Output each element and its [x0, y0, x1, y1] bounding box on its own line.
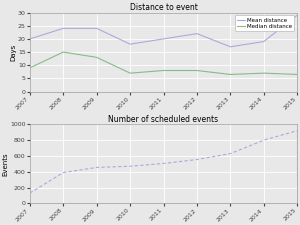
Median distance [229, 73, 232, 76]
Mean distance [128, 43, 132, 45]
Median distance [61, 51, 65, 53]
Mean distance [229, 45, 232, 48]
Median distance [95, 56, 98, 59]
Title: Distance to event: Distance to event [130, 3, 197, 12]
Median distance [296, 73, 299, 76]
Mean distance [95, 27, 98, 30]
Y-axis label: Days: Days [11, 43, 16, 61]
Title: Number of scheduled events: Number of scheduled events [109, 115, 219, 124]
Median distance [128, 72, 132, 74]
Median distance [262, 72, 266, 74]
Mean distance [61, 27, 65, 30]
Mean distance [296, 14, 299, 17]
Y-axis label: Events: Events [3, 152, 9, 176]
Legend: Mean distance, Median distance: Mean distance, Median distance [235, 15, 294, 32]
Mean distance [28, 38, 31, 40]
Mean distance [195, 32, 199, 35]
Median distance [195, 69, 199, 72]
Median distance [162, 69, 165, 72]
Mean distance [162, 38, 165, 40]
Mean distance [262, 40, 266, 43]
Line: Mean distance: Mean distance [30, 15, 297, 47]
Line: Median distance: Median distance [30, 52, 297, 74]
Median distance [28, 67, 31, 69]
